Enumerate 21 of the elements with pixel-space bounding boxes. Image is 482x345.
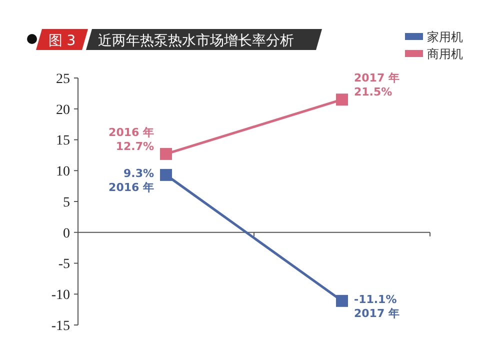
chart-title: 近两年热泵热水市场增长率分析: [98, 33, 294, 49]
data-label: -11.1% 2017 年: [354, 292, 400, 320]
point: [160, 148, 172, 160]
caption: 图 3: [48, 33, 76, 49]
y-tick-label: 25: [56, 72, 70, 87]
data-label: 2016 年 12.7%: [108, 126, 154, 153]
data-label: 9.3% 2016 年: [108, 166, 154, 194]
data-label: 2017 年 21.5%: [354, 72, 400, 99]
y-tick-label: 15: [56, 134, 70, 149]
y-tick-label: -15: [51, 318, 70, 334]
y-tick-label: -10: [51, 288, 70, 304]
y-tick-label: 20: [56, 102, 70, 118]
y-tick-label: -5: [58, 257, 70, 272]
point: [336, 294, 348, 307]
point: [160, 168, 172, 181]
y-tick-label: 10: [56, 164, 70, 180]
y-tick-label: 0: [63, 226, 70, 242]
y-tick-label: 5: [63, 195, 70, 210]
point: [336, 94, 348, 106]
legend-label: 商用机: [427, 47, 463, 62]
legend-label: 家用机: [427, 30, 463, 44]
